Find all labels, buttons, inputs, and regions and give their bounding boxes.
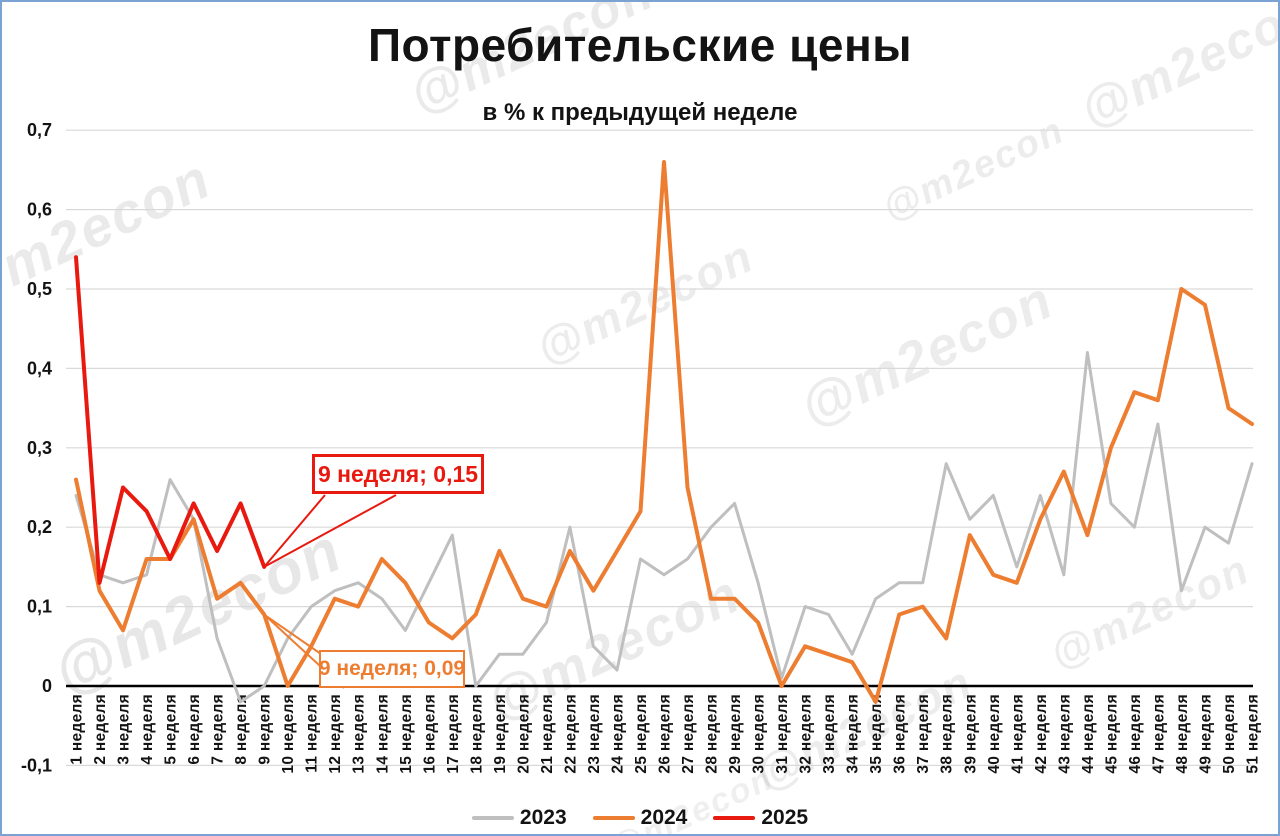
y-tick-label: 0,2: [27, 517, 52, 537]
x-tick-label: 44 неделя: [1080, 694, 1097, 774]
x-tick-label: 36 неделя: [892, 694, 909, 774]
series-line-2024: [74, 160, 1254, 704]
y-tick-label: 0,5: [27, 279, 52, 299]
x-tick-label: 35 неделя: [868, 694, 885, 774]
y-tick-label: 0,1: [27, 597, 52, 617]
x-tick-label: 34 неделя: [845, 694, 862, 774]
legend-swatch-2024: [592, 816, 635, 820]
x-tick-label: 11 неделя: [304, 694, 321, 773]
x-tick-label: 19 неделя: [492, 694, 509, 774]
y-tick-label: 0,4: [27, 358, 52, 378]
x-tick-label: 48 неделя: [1174, 694, 1191, 774]
y-tick-label: 0: [42, 676, 52, 696]
legend: 2023 2024 2025: [2, 806, 1278, 830]
x-tick-label: 41 неделя: [1009, 694, 1026, 774]
x-tick-label: 1 неделя: [69, 694, 86, 765]
x-tick-label: 40 неделя: [986, 694, 1003, 774]
chart-title: Потребительские цены: [367, 19, 913, 71]
x-tick-label: 23 неделя: [586, 694, 603, 774]
x-tick-label: 15 неделя: [398, 694, 415, 774]
x-tick-label: 3 неделя: [116, 694, 133, 765]
x-tick-label: 10 неделя: [280, 694, 297, 774]
x-tick-label: 8 неделя: [233, 694, 250, 765]
x-tick-label: 14 неделя: [374, 694, 391, 774]
x-tick-label: 12 неделя: [327, 694, 344, 774]
callout-2025-week9: 9 неделя; 0,15: [312, 454, 484, 494]
x-tick-label: 2 неделя: [92, 694, 109, 765]
legend-swatch-2025: [713, 816, 756, 820]
x-tick-label: 51 неделя: [1245, 694, 1262, 774]
series-line-2023: [74, 351, 1254, 704]
x-tick-label: 45 неделя: [1103, 694, 1120, 774]
legend-item-2024: 2024: [592, 806, 688, 830]
x-tick-label: 28 неделя: [704, 694, 721, 774]
x-tick-label: 43 неделя: [1056, 694, 1073, 774]
callout-2025-week9-text: 9 неделя; 0,15: [317, 460, 479, 487]
x-tick-label: 39 неделя: [962, 694, 979, 774]
x-tick-label: 7 неделя: [210, 694, 227, 765]
x-tick-label: 5 неделя: [163, 694, 180, 765]
x-tick-label: 49 неделя: [1197, 694, 1214, 774]
x-tick-label: 17 неделя: [445, 694, 462, 774]
callout-leader-2025: [263, 494, 326, 568]
x-tick-label: 27 неделя: [680, 694, 697, 774]
callout-2024-week9-text: 9 неделя; 0,09: [318, 657, 466, 680]
x-tick-label: 4 неделя: [139, 694, 156, 765]
callout-leader-2024: [263, 613, 322, 655]
y-tick-label: 0,6: [27, 200, 52, 220]
callout-2024-week9: 9 неделя; 0,09: [319, 650, 465, 688]
y-tick-label: 0,7: [27, 120, 52, 140]
x-tick-label: 24 неделя: [609, 694, 626, 774]
legend-label: 2025: [761, 806, 809, 829]
x-tick-label: 50 неделя: [1221, 694, 1238, 774]
x-tick-label: 33 неделя: [821, 694, 838, 774]
x-tick-label: 18 неделя: [468, 694, 485, 774]
x-tick-label: 25 неделя: [633, 694, 650, 774]
x-tick-label: 46 неделя: [1127, 694, 1144, 774]
y-tick-label: -0,1: [21, 755, 52, 775]
x-tick-label: 16 неделя: [421, 694, 438, 774]
x-tick-label: 6 неделя: [186, 694, 203, 765]
x-tick-label: 20 неделя: [515, 694, 532, 774]
x-tick-label: 32 неделя: [798, 694, 815, 774]
chart-subtitle: в % к предыдущей неделе: [482, 99, 798, 126]
x-tick-label: 29 неделя: [727, 694, 744, 774]
x-tick-label: 30 неделя: [751, 694, 768, 774]
x-tick-label: 9 неделя: [257, 694, 274, 765]
x-tick-label: 13 неделя: [351, 694, 368, 774]
x-tick-label: 37 неделя: [915, 694, 932, 774]
legend-item-2025: 2025: [713, 806, 808, 830]
x-tick-label: 21 неделя: [539, 694, 556, 774]
series-line-2025: [74, 255, 267, 585]
x-tick-label: 47 неделя: [1150, 694, 1167, 774]
x-tick-label: 38 неделя: [939, 694, 956, 774]
legend-item-2023: 2023: [471, 806, 567, 830]
y-tick-label: 0,3: [27, 438, 52, 458]
x-tick-label: 22 неделя: [562, 694, 579, 774]
x-tick-label: 26 неделя: [657, 694, 674, 774]
legend-label: 2024: [640, 806, 688, 829]
x-tick-label: 31 неделя: [774, 694, 791, 774]
legend-swatch-2023: [471, 816, 514, 820]
callout-leader-2025: [263, 494, 397, 568]
x-tick-label: 42 неделя: [1033, 694, 1050, 774]
legend-label: 2023: [519, 806, 567, 829]
